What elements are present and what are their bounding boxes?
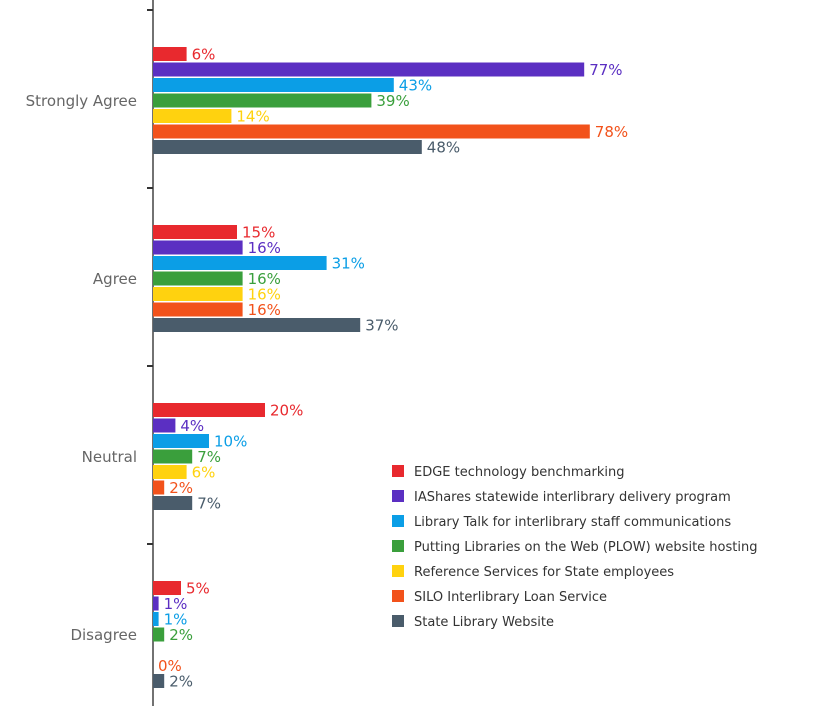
category-label: Strongly Agree — [26, 92, 137, 110]
data-label: 7% — [197, 448, 221, 466]
data-label: 7% — [197, 495, 221, 513]
bar — [153, 302, 243, 317]
data-label: 16% — [248, 286, 281, 304]
data-label: 10% — [214, 433, 247, 451]
data-label: 1% — [164, 595, 188, 613]
data-label: 1% — [164, 611, 188, 629]
bar — [153, 140, 422, 154]
data-label: 31% — [332, 255, 365, 273]
data-label: 2% — [169, 673, 193, 691]
data-label: 48% — [427, 139, 460, 157]
data-label: 16% — [248, 239, 281, 257]
data-label: 2% — [169, 479, 193, 497]
legend-swatch — [392, 590, 404, 602]
data-label: 0% — [158, 657, 182, 675]
data-label: 2% — [169, 626, 193, 644]
bar — [153, 418, 176, 433]
bar — [153, 78, 394, 92]
bar — [153, 465, 187, 479]
bar — [153, 674, 165, 688]
data-label: 77% — [589, 61, 622, 79]
legend-label: State Library Website — [414, 615, 554, 630]
bar — [153, 403, 265, 417]
data-label: 37% — [365, 317, 398, 335]
data-label: 39% — [376, 92, 409, 110]
labels-layer: Strongly Agree Agree Neutral Disagree 6% 77% 4… — [26, 46, 628, 691]
data-label: 78% — [595, 123, 628, 141]
axis-layer — [147, 0, 154, 706]
data-label: 15% — [242, 224, 275, 242]
legend: EDGE technology benchmarking IAShares sta… — [392, 465, 757, 630]
data-label: 16% — [248, 270, 281, 288]
bar — [153, 434, 209, 448]
bar — [153, 449, 193, 464]
bar — [153, 225, 237, 239]
legend-label: Reference Services for State employees — [414, 565, 674, 580]
legend-label: Library Talk for interlibrary staff comm… — [414, 515, 731, 530]
bar — [153, 240, 243, 255]
bar — [153, 627, 165, 642]
data-label: 6% — [192, 46, 216, 64]
bar — [153, 612, 159, 626]
legend-swatch — [392, 615, 404, 627]
category-label: Agree — [93, 270, 137, 288]
legend-swatch — [392, 490, 404, 502]
legend-swatch — [392, 540, 404, 552]
data-label: 20% — [270, 402, 303, 420]
bar — [153, 496, 193, 510]
legend-label: IAShares statewide interlibrary delivery… — [414, 490, 731, 505]
data-label: 14% — [236, 108, 269, 126]
legend-swatch — [392, 565, 404, 577]
category-label: Neutral — [82, 448, 137, 466]
data-label: 16% — [248, 301, 281, 319]
data-label: 5% — [186, 580, 210, 598]
bar — [153, 480, 165, 495]
legend-swatch — [392, 465, 404, 477]
bar — [153, 109, 232, 123]
legend-label: EDGE technology benchmarking — [414, 465, 624, 480]
bar — [153, 596, 159, 611]
category-label: Disagree — [70, 626, 137, 644]
legend-label: Putting Libraries on the Web (PLOW) webs… — [414, 540, 757, 555]
legend-swatch — [392, 515, 404, 527]
bar — [153, 271, 243, 286]
bar — [153, 581, 181, 595]
bars-layer — [153, 47, 590, 688]
bar — [153, 256, 327, 270]
data-label: 43% — [399, 77, 432, 95]
legend-label: SILO Interlibrary Loan Service — [414, 590, 607, 605]
data-label: 4% — [180, 417, 204, 435]
bar — [153, 287, 243, 301]
bar — [153, 62, 585, 77]
bar — [153, 124, 590, 139]
data-label: 6% — [192, 464, 216, 482]
bar — [153, 93, 372, 108]
bar — [153, 47, 187, 61]
bar — [153, 318, 361, 332]
